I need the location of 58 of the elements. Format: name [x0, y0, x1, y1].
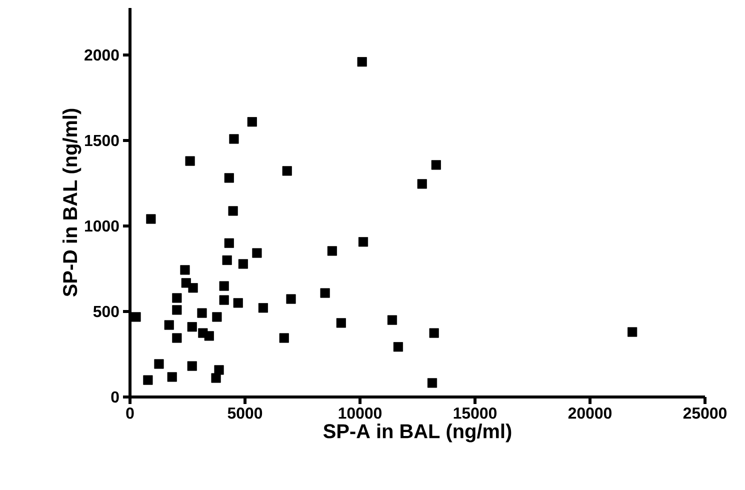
point	[431, 160, 441, 170]
point	[180, 265, 190, 275]
x-axis-title: SP-A in BAL (ng/ml)	[323, 424, 512, 442]
point	[320, 288, 330, 298]
x-tick-label: 10000	[338, 408, 382, 419]
y-axis-title: SP-D in BAL (ng/ml)	[62, 108, 82, 297]
y-tick-label: 1500	[85, 134, 119, 146]
point	[228, 206, 238, 216]
point	[185, 156, 195, 166]
point	[172, 305, 182, 315]
point	[211, 373, 221, 383]
point	[336, 318, 346, 328]
point	[187, 361, 197, 371]
point	[238, 259, 248, 269]
y-tick-label: 2000	[84, 49, 119, 61]
x-tick-label: 5000	[228, 408, 262, 419]
x-tick-label: 20000	[568, 408, 612, 419]
point	[172, 333, 182, 343]
point	[187, 322, 197, 332]
point	[327, 246, 337, 256]
x-tick-label: 15000	[454, 408, 496, 419]
point	[247, 117, 257, 127]
point	[172, 293, 182, 303]
x-tick-label: 25000	[683, 408, 726, 419]
y-tick-label: 1000	[85, 220, 119, 232]
point	[358, 237, 368, 247]
point	[167, 372, 177, 382]
point	[628, 327, 638, 337]
point	[224, 173, 234, 183]
point	[146, 214, 156, 224]
point	[219, 295, 229, 305]
point	[286, 294, 296, 304]
point	[252, 248, 262, 258]
point	[154, 359, 164, 369]
point	[143, 375, 153, 385]
point	[429, 328, 439, 338]
point	[219, 281, 229, 291]
point	[131, 312, 141, 322]
point	[204, 331, 214, 341]
y-tick-label: 500	[93, 306, 119, 318]
x-tick-label: 0	[126, 408, 134, 419]
point	[197, 308, 207, 318]
point	[233, 298, 243, 308]
point	[222, 255, 232, 265]
point	[258, 303, 268, 313]
point	[393, 342, 403, 352]
point	[427, 378, 438, 388]
point	[279, 333, 289, 343]
point	[387, 315, 398, 325]
point	[188, 283, 198, 293]
point	[224, 238, 234, 248]
point	[164, 320, 174, 330]
point	[417, 179, 427, 189]
y-tick-label: 0	[111, 391, 119, 403]
point	[229, 134, 239, 144]
point	[212, 312, 222, 322]
point	[282, 166, 292, 176]
point	[357, 57, 367, 67]
